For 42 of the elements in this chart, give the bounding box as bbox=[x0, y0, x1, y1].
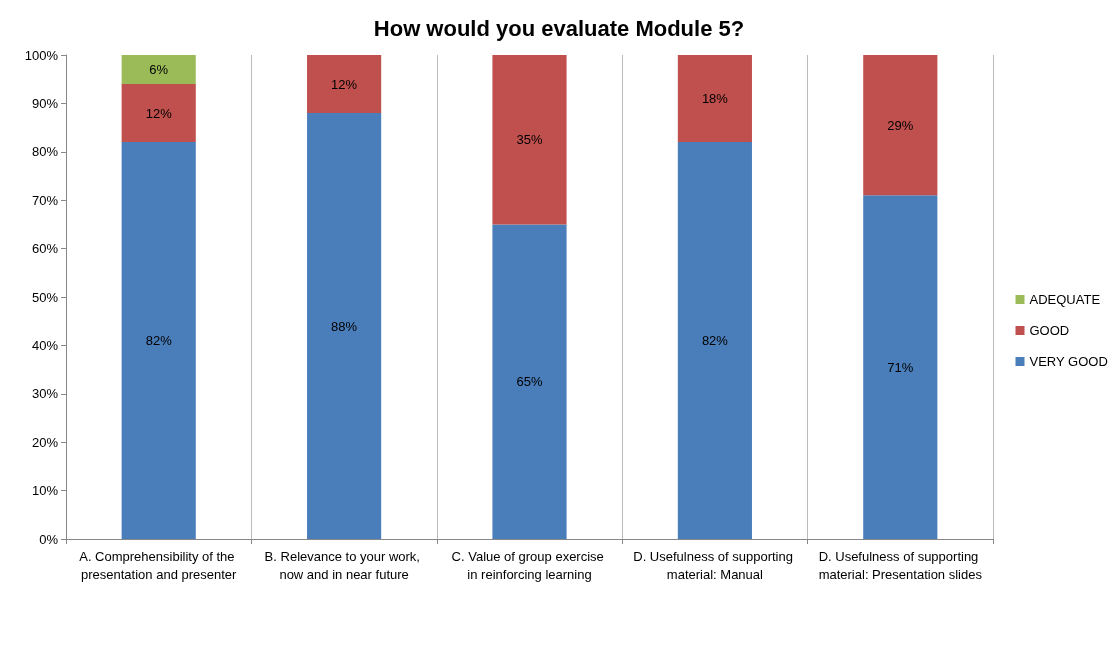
y-tick-label: 50% bbox=[31, 289, 59, 305]
data-label: 12% bbox=[145, 105, 173, 121]
data-label: 82% bbox=[145, 333, 173, 349]
x-tick-label: B. Relevance to your work, now and in near future bbox=[264, 548, 424, 582]
data-label: 6% bbox=[149, 62, 169, 78]
y-tick-label: 60% bbox=[31, 241, 59, 257]
bar bbox=[677, 55, 752, 143]
y-tick-label: 90% bbox=[31, 95, 59, 111]
bar bbox=[121, 142, 196, 539]
legend-label: GOOD bbox=[1029, 323, 1070, 338]
y-tick-label: 40% bbox=[31, 337, 59, 353]
x-tick-label: A. Comprehensibility of the presentation and presenter bbox=[79, 548, 239, 582]
data-label: 29% bbox=[887, 117, 914, 133]
bar bbox=[121, 55, 196, 85]
bar bbox=[492, 224, 567, 539]
chart-title: How would you evaluate Module 5? bbox=[373, 15, 745, 41]
data-label: 71% bbox=[887, 359, 914, 375]
legend-label: ADEQUATE bbox=[1029, 292, 1101, 307]
y-tick-label: 30% bbox=[31, 386, 59, 402]
legend-label: VERY GOOD bbox=[1029, 354, 1108, 369]
y-tick-label: 10% bbox=[31, 483, 59, 499]
y-tick-label: 80% bbox=[31, 144, 59, 160]
x-tick-label: D. Usefulness of supporting material: Manual bbox=[633, 548, 797, 582]
data-label: 88% bbox=[331, 318, 358, 334]
bar bbox=[863, 55, 938, 196]
bar bbox=[492, 55, 567, 225]
x-tick-label: C. Value of group exercise in reinforcing learning bbox=[451, 548, 608, 582]
y-tick-label: 0% bbox=[39, 531, 59, 547]
bar bbox=[677, 142, 752, 539]
x-tick-label: D. Usefulness of supporting material: Presentation slides bbox=[818, 548, 983, 582]
y-tick-label: 100% bbox=[24, 47, 59, 63]
y-tick-label: 20% bbox=[31, 434, 59, 450]
data-label: 82% bbox=[701, 333, 729, 349]
bar bbox=[307, 55, 382, 114]
bar bbox=[863, 195, 938, 539]
data-label: 18% bbox=[701, 91, 729, 107]
data-label: 12% bbox=[331, 76, 358, 92]
y-tick-label: 70% bbox=[31, 192, 59, 208]
data-label: 65% bbox=[516, 374, 543, 390]
data-label: 35% bbox=[516, 132, 543, 148]
bar bbox=[121, 84, 196, 143]
bar bbox=[307, 113, 382, 539]
